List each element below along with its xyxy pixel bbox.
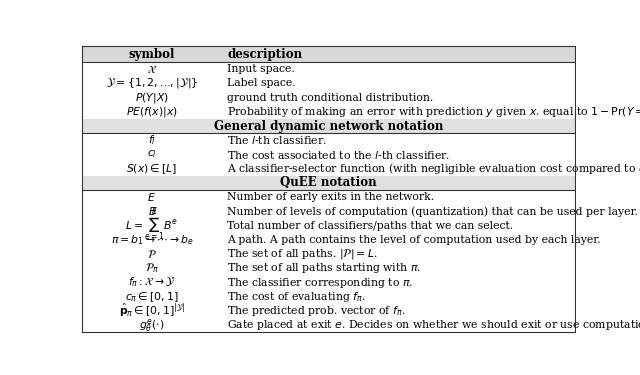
Bar xyxy=(83,261,575,275)
Text: The cost associated to the $l$-th classifier.: The cost associated to the $l$-th classi… xyxy=(227,148,451,160)
Text: $c_l$: $c_l$ xyxy=(147,148,157,160)
Bar xyxy=(83,233,575,247)
Text: A classifier-selector function (with negligible evaluation cost compared to $c_l: A classifier-selector function (with neg… xyxy=(227,161,640,176)
Text: $PE(f(x)|x)$: $PE(f(x)|x)$ xyxy=(126,105,178,119)
Text: Input space.: Input space. xyxy=(227,64,295,74)
Text: Gate placed at exit $e$. Decides on whether we should exit or use computation le: Gate placed at exit $e$. Decides on whet… xyxy=(227,318,640,332)
Text: $\hat{\mathbf{p}}_{\pi} \in [0,1]^{|\mathcal{Y}|}$: $\hat{\mathbf{p}}_{\pi} \in [0,1]^{|\mat… xyxy=(119,302,185,320)
Text: $f_{\pi} : \mathcal{X} \to \mathcal{Y}$: $f_{\pi} : \mathcal{X} \to \mathcal{Y}$ xyxy=(128,276,176,290)
Text: $f_l$: $f_l$ xyxy=(148,134,156,147)
Text: $c_{\pi} \in [0, 1]$: $c_{\pi} \in [0, 1]$ xyxy=(125,290,179,304)
Text: Total number of classifiers/paths that we can select.: Total number of classifiers/paths that w… xyxy=(227,220,513,231)
Bar xyxy=(83,247,575,261)
Bar xyxy=(83,318,575,332)
Text: General dynamic network notation: General dynamic network notation xyxy=(214,120,444,133)
Text: $P(Y|X)$: $P(Y|X)$ xyxy=(135,91,169,105)
Text: Label space.: Label space. xyxy=(227,78,296,88)
Bar xyxy=(83,105,575,119)
Bar xyxy=(83,162,575,176)
Bar xyxy=(83,204,575,219)
Bar xyxy=(83,119,575,133)
Text: $E$: $E$ xyxy=(147,191,156,203)
Bar xyxy=(83,275,575,290)
Bar xyxy=(83,133,575,147)
Bar xyxy=(83,76,575,90)
Text: Probability of making an error with prediction $y$ given $x$. equal to $1 - \mat: Probability of making an error with pred… xyxy=(227,105,640,119)
Text: QuEE notation: QuEE notation xyxy=(280,177,377,189)
Text: The set of all paths. $|\mathcal{P}| = L$.: The set of all paths. $|\mathcal{P}| = L… xyxy=(227,247,378,261)
Text: Number of levels of computation (quantization) that can be used per layer.: Number of levels of computation (quantiz… xyxy=(227,206,638,217)
Text: description: description xyxy=(227,48,303,61)
Text: The predicted prob. vector of $f_{\pi}$.: The predicted prob. vector of $f_{\pi}$. xyxy=(227,304,406,318)
Text: $\mathcal{P}$: $\mathcal{P}$ xyxy=(147,248,157,260)
Text: The cost of evaluating $f_{\pi}$.: The cost of evaluating $f_{\pi}$. xyxy=(227,290,366,304)
Bar xyxy=(83,62,575,76)
Bar xyxy=(83,176,575,190)
Text: symbol: symbol xyxy=(129,48,175,61)
Text: $S(x) \in [L]$: $S(x) \in [L]$ xyxy=(126,162,177,176)
Bar xyxy=(83,90,575,105)
Text: $\mathcal{Y} = \{1, 2, \ldots, |\mathcal{Y}|\}$: $\mathcal{Y} = \{1, 2, \ldots, |\mathcal… xyxy=(106,76,198,90)
Text: $\mathcal{X}$: $\mathcal{X}$ xyxy=(147,63,157,75)
Bar xyxy=(83,304,575,318)
Text: $L = \sum_{e=1}^{E} B^e$: $L = \sum_{e=1}^{E} B^e$ xyxy=(125,207,179,244)
Text: Number of early exits in the network.: Number of early exits in the network. xyxy=(227,192,435,202)
Text: $\mathcal{P}_{\pi}$: $\mathcal{P}_{\pi}$ xyxy=(145,261,159,275)
Text: The classifier corresponding to $\pi$.: The classifier corresponding to $\pi$. xyxy=(227,276,413,290)
Text: A path. A path contains the level of computation used by each layer.: A path. A path contains the level of com… xyxy=(227,235,601,245)
Text: The $l$-th classifier.: The $l$-th classifier. xyxy=(227,134,327,146)
Text: $B$: $B$ xyxy=(148,206,156,218)
Bar xyxy=(83,190,575,204)
Bar xyxy=(83,219,575,233)
Text: $g_{\theta}^e(\cdot)$: $g_{\theta}^e(\cdot)$ xyxy=(140,317,164,334)
Text: $\pi = b_1 \to \cdots \to b_e$: $\pi = b_1 \to \cdots \to b_e$ xyxy=(111,233,193,247)
Bar xyxy=(83,147,575,162)
Text: The set of all paths starting with $\pi$.: The set of all paths starting with $\pi$… xyxy=(227,261,422,275)
Bar xyxy=(83,290,575,304)
Text: ground truth conditional distribution.: ground truth conditional distribution. xyxy=(227,93,433,103)
Bar xyxy=(83,46,575,62)
